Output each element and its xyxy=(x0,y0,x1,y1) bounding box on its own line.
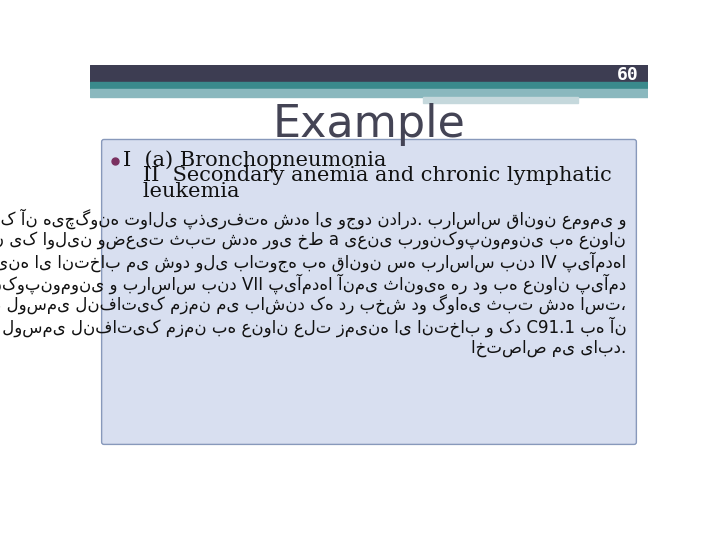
Text: قانون یک اولین وضعیت ثبت شده روی خط a یعنی برونکوپنومونی به عنوان: قانون یک اولین وضعیت ثبت شده روی خط a یع… xyxy=(0,231,626,249)
Text: اختصاص می یابد.: اختصاص می یابد. xyxy=(471,339,626,357)
Text: علت زمینه ای انتخاب می شود ولی باتوجه به قانون سه براساس بند IV پیآمدها: علت زمینه ای انتخاب می شود ولی باتوجه به… xyxy=(0,252,626,272)
Bar xyxy=(90,90,423,97)
Text: Example: Example xyxy=(273,103,465,146)
FancyBboxPatch shape xyxy=(102,139,636,444)
Text: لذا لوسمی لنفاتیک مزمن به عنوان علت زمینه ای انتخاب و کد C91.1 به آن: لذا لوسمی لنفاتیک مزمن به عنوان علت زمین… xyxy=(0,316,626,337)
Text: leukemia: leukemia xyxy=(122,181,239,200)
Bar xyxy=(423,90,648,97)
Bar xyxy=(90,65,648,82)
Text: برونکوپنومونی و براساس بند VII پیآمدها آنمی ثانویه هر دو به عنوان پیآمد: برونکوپنومونی و براساس بند VII پیآمدها آ… xyxy=(0,273,626,294)
Bar xyxy=(90,82,648,90)
Text: 60: 60 xyxy=(617,66,639,84)
Text: II  Secondary anemia and chronic lymphatic: II Secondary anemia and chronic lymphati… xyxy=(122,166,611,185)
Text: مستقیم لوسمی لنفاتیک مزمن می باشند که در بخش دو گواهی ثبت شده است،: مستقیم لوسمی لنفاتیک مزمن می باشند که در… xyxy=(0,295,626,315)
Text: I  (a) Bronchopneumonia: I (a) Bronchopneumonia xyxy=(122,151,386,170)
Bar xyxy=(423,97,578,103)
Text: در بخش یک آن هیچگونه توالی پذیرفته شده ای وجود ندارد. براساس قانون عمومی و: در بخش یک آن هیچگونه توالی پذیرفته شده ا… xyxy=(0,208,626,229)
